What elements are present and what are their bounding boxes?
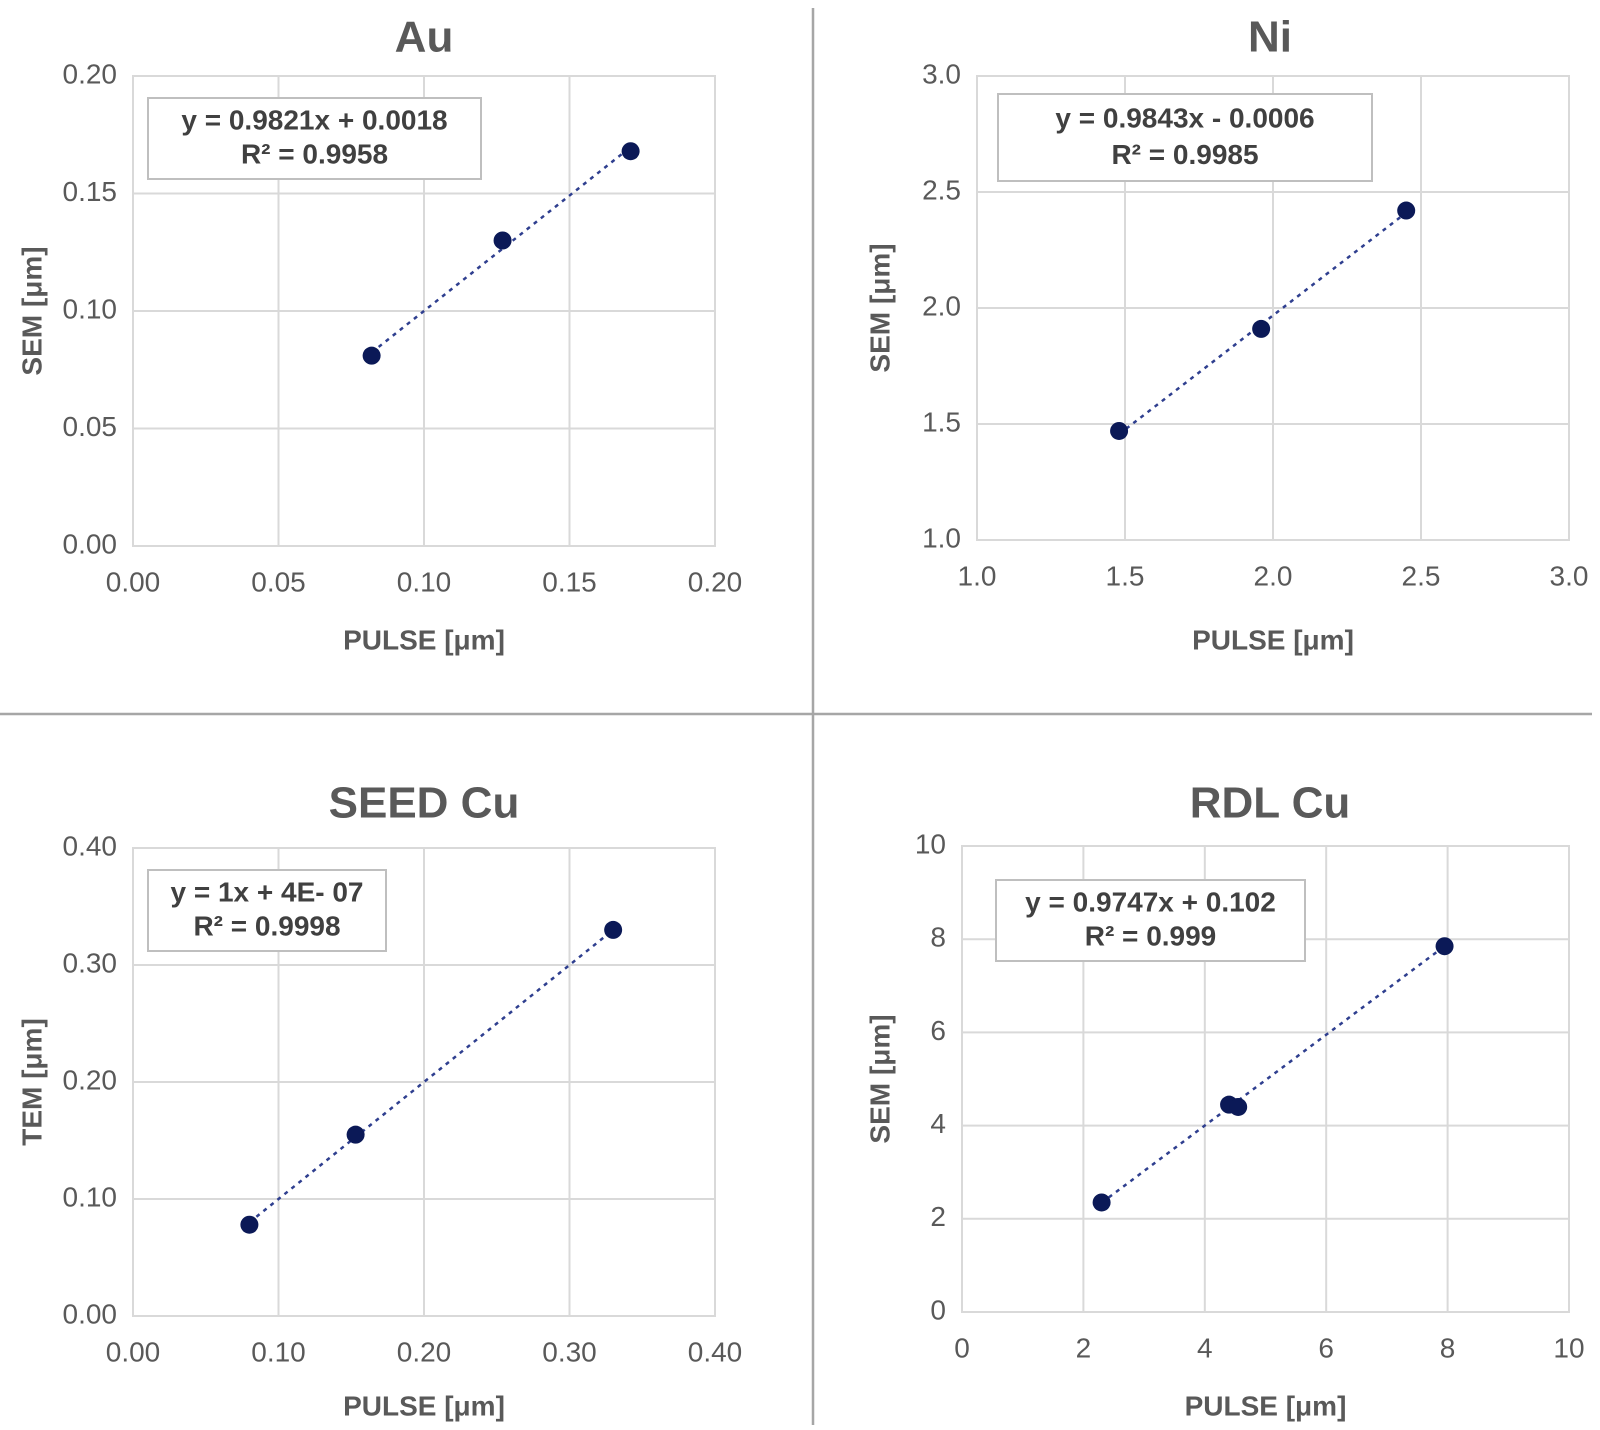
equation-box <box>147 869 387 952</box>
trendline-equation: y = 1x + 4E- 07 <box>170 877 363 908</box>
trendline <box>1100 945 1446 1204</box>
x-axis-title: PULSE [μm] <box>1185 1390 1347 1421</box>
r-squared-label: R² = 0.9998 <box>193 911 340 942</box>
x-tick-label: 0.40 <box>688 1336 743 1367</box>
data-point <box>1092 1193 1111 1212</box>
data-point <box>1397 201 1416 220</box>
x-axis-title: PULSE [μm] <box>343 624 505 655</box>
data-point <box>621 142 640 161</box>
x-tick-label: 2.0 <box>1254 560 1293 591</box>
y-tick-label: 6 <box>930 1015 946 1046</box>
y-tick-label: 10 <box>915 828 946 859</box>
data-point <box>493 231 512 250</box>
y-tick-label: 2.5 <box>922 174 961 205</box>
x-tick-label: 4 <box>1197 1332 1213 1363</box>
chart-title: SEED Cu <box>329 779 520 828</box>
y-tick-label: 4 <box>930 1108 946 1139</box>
x-tick-label: 0.30 <box>542 1336 597 1367</box>
data-point <box>346 1125 365 1144</box>
y-tick-label: 0.20 <box>63 1064 118 1095</box>
r-squared-label: R² = 0.9985 <box>1111 139 1258 170</box>
x-tick-label: 0.00 <box>106 1336 161 1367</box>
x-axis-title: PULSE [μm] <box>343 1390 505 1421</box>
y-tick-label: 0.10 <box>63 1181 118 1212</box>
trendline-equation: y = 0.9747x + 0.102 <box>1025 887 1276 918</box>
x-tick-label: 6 <box>1318 1332 1334 1363</box>
equation-box <box>147 97 482 180</box>
data-point <box>1252 319 1271 338</box>
y-tick-label: 0.40 <box>63 830 118 861</box>
x-tick-label: 0.05 <box>251 566 306 597</box>
x-tick-label: 0 <box>954 1332 970 1363</box>
data-point <box>604 920 623 939</box>
y-tick-label: 2.0 <box>922 290 961 321</box>
y-tick-label: 0.00 <box>63 1298 118 1329</box>
trendline-equation: y = 0.9843x - 0.0006 <box>1055 102 1314 133</box>
plot-area <box>961 845 1570 1313</box>
x-tick-label: 2.5 <box>1402 560 1441 591</box>
data-point <box>240 1215 259 1234</box>
chart-title: Au <box>395 13 454 62</box>
chart-title: RDL Cu <box>1190 779 1351 828</box>
plot-area <box>132 847 716 1317</box>
y-tick-label: 1.5 <box>922 406 961 437</box>
y-tick-label: 1.0 <box>922 522 961 553</box>
data-point <box>1110 421 1129 440</box>
y-axis-title: SEM [μm] <box>864 1014 895 1143</box>
chart-panels: Au 0.00 0.05 0.10 0.15 0.20 0.00 0.05 0.10 0.15 0.… <box>16 13 1588 1422</box>
x-tick-label: 1.0 <box>958 560 997 591</box>
trendline <box>248 928 614 1224</box>
y-tick-label: 0.15 <box>63 176 118 207</box>
data-point <box>1435 937 1454 956</box>
x-tick-label: 10 <box>1553 1332 1584 1363</box>
y-tick-label: 0.30 <box>63 947 118 978</box>
x-tick-label: 0.15 <box>542 566 597 597</box>
y-tick-label: 0.00 <box>63 528 118 559</box>
y-axis-title: TEM [μm] <box>16 1018 47 1146</box>
x-tick-label: 1.5 <box>1106 560 1145 591</box>
y-tick-label: 0.20 <box>63 58 118 89</box>
x-tick-label: 2 <box>1076 1332 1092 1363</box>
y-tick-label: 8 <box>930 922 946 953</box>
equation-box <box>995 879 1306 962</box>
chart-panel-2: Ni 1.0 1.5 2.0 2.5 3.0 1.0 1.5 2.0 2.5 3.0 PULSE [μ… <box>864 13 1588 656</box>
data-point <box>362 346 381 365</box>
plot-area <box>976 75 1570 541</box>
trendline <box>370 146 632 354</box>
x-tick-label: 0.10 <box>397 566 452 597</box>
y-axis-title: SEM [μm] <box>16 246 47 375</box>
x-tick-label: 0.10 <box>251 1336 306 1367</box>
x-tick-label: 0.00 <box>106 566 161 597</box>
trendline-equation: y = 0.9821x + 0.0018 <box>181 105 447 136</box>
r-squared-label: R² = 0.9958 <box>241 139 388 170</box>
equation-box <box>997 93 1373 182</box>
x-axis-title: PULSE [μm] <box>1192 624 1354 655</box>
y-tick-label: 0.05 <box>63 411 118 442</box>
x-tick-label: 0.20 <box>397 1336 452 1367</box>
data-point <box>1229 1097 1248 1116</box>
x-tick-label: 8 <box>1440 1332 1456 1363</box>
chart-panel-3: SEED Cu 0.00 0.10 0.20 0.30 0.40 0.00 0.10 0.20 0… <box>16 779 742 1422</box>
chart-panel-1: Au 0.00 0.05 0.10 0.15 0.20 0.00 0.05 0.10 0.15 0.… <box>16 13 742 656</box>
y-tick-label: 3.0 <box>922 58 961 89</box>
plot-area <box>132 75 716 547</box>
y-tick-label: 2 <box>930 1201 946 1232</box>
y-tick-label: 0.10 <box>63 293 118 324</box>
y-tick-label: 0 <box>930 1294 946 1325</box>
y-axis-title: SEM [μm] <box>864 243 895 372</box>
x-tick-label: 3.0 <box>1550 560 1589 591</box>
r-squared-label: R² = 0.999 <box>1085 921 1217 952</box>
chart-title: Ni <box>1248 13 1292 62</box>
chart-panel-4: RDL Cu 0 2 4 6 8 10 0 2 4 6 8 10 PULSE [μm] SEM [μm] y … <box>864 779 1584 1422</box>
x-tick-label: 0.20 <box>688 566 743 597</box>
